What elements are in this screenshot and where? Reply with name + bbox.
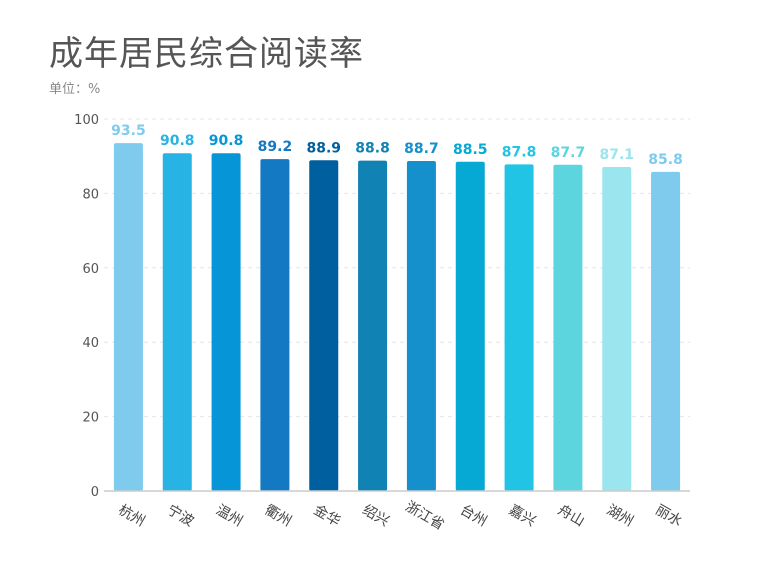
data-label: 90.8 <box>209 133 244 149</box>
category-label: 金华 <box>311 502 343 530</box>
bar <box>309 160 339 492</box>
grid-lines <box>104 118 690 418</box>
bars <box>113 143 681 492</box>
value-labels: 93.5 90.8 90.8 89.2 88.9 88.8 88.7 88.5 87.8 87.7… <box>111 123 683 168</box>
data-label: 87.7 <box>551 145 586 161</box>
category-label: 浙江省 <box>402 499 446 534</box>
bar <box>455 161 485 491</box>
y-axis-ticks: 0 20 40 60 80 100 <box>74 113 99 500</box>
bar <box>602 166 632 491</box>
data-label: 87.8 <box>502 144 537 160</box>
data-label: 90.8 <box>160 133 195 149</box>
bar <box>651 171 681 491</box>
data-label: 88.8 <box>355 141 390 157</box>
bar <box>260 159 290 491</box>
data-label: 93.5 <box>111 123 146 139</box>
chart-title: 成年居民综合阅读率 <box>49 34 364 74</box>
category-label: 绍兴 <box>360 502 392 530</box>
x-axis-categories: 杭州 宁波 温州 衢州 金华 绍兴 浙江省 台州 嘉兴 舟山 湖州 丽水 <box>115 499 684 534</box>
category-label: 杭州 <box>115 502 147 530</box>
unit-label: 单位：% <box>49 82 101 97</box>
bar <box>113 143 143 491</box>
category-label: 湖州 <box>604 502 636 530</box>
bar <box>553 164 583 492</box>
bar <box>162 153 192 491</box>
category-label: 宁波 <box>164 501 197 530</box>
bar <box>358 160 388 491</box>
data-label: 88.9 <box>306 140 341 156</box>
category-label: 温州 <box>213 502 245 530</box>
y-tick-label: 100 <box>74 113 99 128</box>
data-label: 89.2 <box>258 139 293 155</box>
category-label: 舟山 <box>555 502 587 530</box>
data-label: 88.7 <box>404 141 439 157</box>
y-tick-label: 40 <box>82 336 99 351</box>
category-label: 衢州 <box>262 501 295 530</box>
y-tick-label: 80 <box>82 187 99 202</box>
data-label: 85.8 <box>648 152 683 168</box>
bar <box>211 153 241 491</box>
y-tick-label: 0 <box>91 485 99 500</box>
bar <box>504 164 534 491</box>
data-label: 88.5 <box>453 142 488 158</box>
y-tick-label: 20 <box>82 411 99 426</box>
category-label: 丽水 <box>653 502 685 530</box>
category-label: 嘉兴 <box>506 502 538 530</box>
bar <box>406 161 436 491</box>
y-tick-label: 60 <box>82 262 99 277</box>
data-label: 87.1 <box>599 147 634 163</box>
category-label: 台州 <box>457 502 489 530</box>
